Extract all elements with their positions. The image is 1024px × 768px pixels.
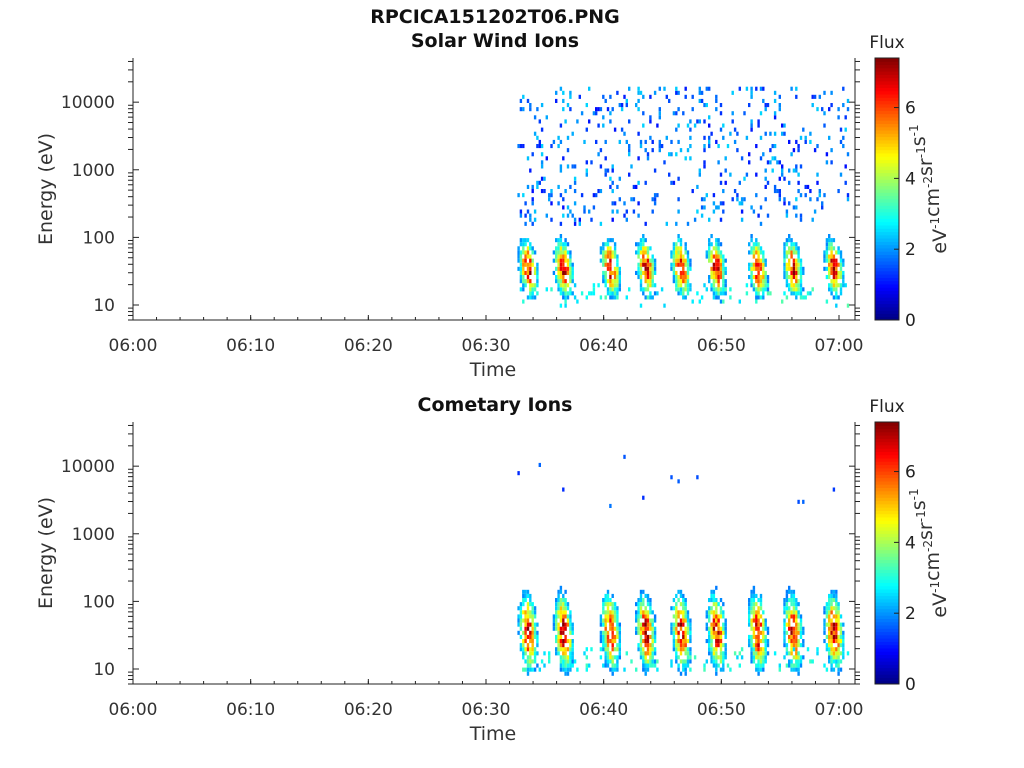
y-axis-label: Energy (eV)	[35, 133, 57, 245]
x-tick-label: 06:40	[579, 336, 628, 356]
x-tick-label: 06:10	[226, 700, 275, 720]
x-tick-label: 06:10	[226, 336, 275, 356]
y-tick-label: 1000	[72, 161, 115, 181]
colorbar-unit-label: eV-1cm-2sr-1s-1	[907, 124, 951, 253]
x-tick-label: 06:00	[109, 700, 158, 720]
solar-wind-panel: 06:00 06:10 06:20 06:30 06:40 06:50 07:00 10 100…	[35, 33, 951, 381]
x-tick-label: 06:50	[697, 336, 746, 356]
x-tick-label: 06:40	[579, 700, 628, 720]
x-tick-label: 06:50	[697, 700, 746, 720]
colorbar-unit-label: eV-1cm-2sr-1s-1	[907, 488, 951, 617]
colorbar-title: Flux	[869, 33, 904, 53]
colorbar-title: Flux	[869, 397, 904, 417]
y-tick-label: 1000	[72, 525, 115, 545]
colorbar-tick-label: 0	[905, 311, 916, 331]
colorbar-tick-label: 4	[905, 533, 916, 553]
colorbar: 0 2 4 6 Flux eV-1cm-2sr-1s-1	[869, 33, 951, 331]
y-tick-label: 100	[83, 592, 115, 612]
y-tick-label: 100	[83, 228, 115, 248]
cometary-panel: 06:00 06:10 06:20 06:30 06:40 06:50 07:00 10 100…	[35, 397, 951, 745]
y-tick-label: 10000	[61, 93, 115, 113]
chart-title: RPCICA151202T06.PNG	[370, 6, 620, 28]
x-tick-label: 06:30	[462, 336, 511, 356]
colorbar-tick-label: 2	[905, 604, 916, 624]
y-tick-label: 10	[93, 296, 115, 316]
heatmap-cells	[517, 454, 850, 676]
heatmap-cells	[517, 86, 850, 308]
x-tick-label: 06:20	[344, 336, 393, 356]
x-tick-label: 07:00	[815, 700, 864, 720]
x-tick-label: 06:30	[462, 700, 511, 720]
colorbar-tick-label: 6	[905, 99, 916, 119]
cometary-panel-title: Cometary Ions	[417, 394, 573, 416]
x-axis-label: Time	[469, 723, 517, 745]
solar-wind-panel-title: Solar Wind Ions	[410, 30, 580, 52]
colorbar-tick-label: 6	[905, 463, 916, 483]
x-tick-label: 07:00	[815, 336, 864, 356]
x-axis-label: Time	[469, 359, 517, 381]
y-axis-label: Energy (eV)	[35, 497, 57, 609]
y-tick-label: 10	[93, 660, 115, 680]
colorbar-tick-label: 0	[905, 675, 916, 695]
colorbar-tick-label: 2	[905, 240, 916, 260]
colorbar: 0 2 4 6 Flux eV-1cm-2sr-1s-1	[869, 397, 951, 695]
colorbar-tick-label: 4	[905, 169, 916, 189]
x-tick-label: 06:20	[344, 700, 393, 720]
x-tick-label: 06:00	[109, 336, 158, 356]
y-tick-label: 10000	[61, 457, 115, 477]
